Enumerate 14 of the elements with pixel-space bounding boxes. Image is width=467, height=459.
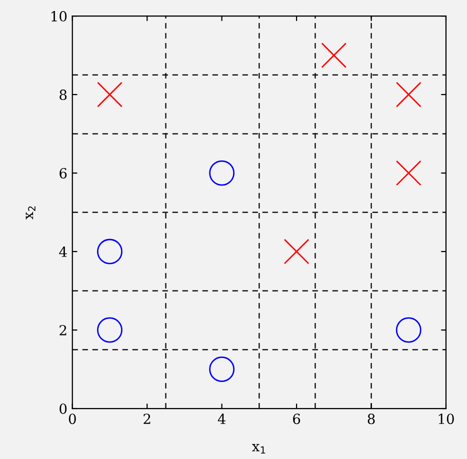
- y-tick-label: 4: [59, 246, 67, 257]
- x-tick-label: 2: [144, 414, 150, 424]
- y-tick-label: 0: [60, 403, 67, 414]
- x-tick-label: 6: [293, 414, 300, 424]
- x-tick-label: 0: [68, 414, 76, 424]
- x-tick-label: 10: [438, 414, 454, 424]
- y-tick-label: 10: [52, 11, 67, 22]
- y-axis-title: x$_{2}$: [26, 206, 36, 220]
- x-tick-label: 4: [218, 414, 226, 424]
- x-axis-title: x$_{1}$: [252, 444, 266, 454]
- x-tick-label: 8: [368, 414, 375, 424]
- y-tick-label: 6: [60, 168, 67, 179]
- y-tick-label: 8: [60, 90, 67, 100]
- y-tick-label: 2: [60, 324, 66, 336]
